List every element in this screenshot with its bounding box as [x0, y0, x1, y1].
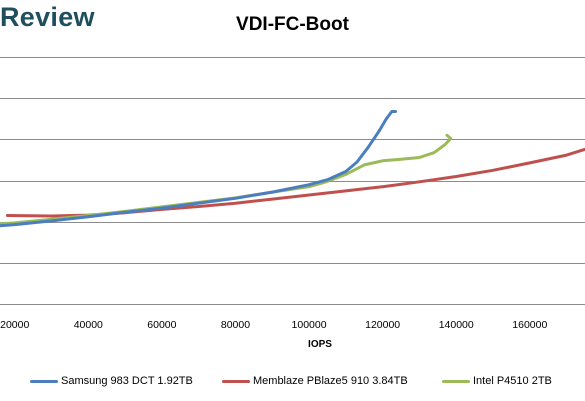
legend-swatch-memblaze	[222, 379, 250, 383]
series-line-memblaze	[5, 147, 585, 218]
x-tick-labels: 20000 40000 60000 80000 100000 120000 140000 16…	[0, 319, 547, 331]
legend-label-samsung: Samsung 983 DCT 1.92TB	[61, 375, 193, 387]
x-tick-label: 20000	[0, 319, 29, 331]
x-tick-label: 60000	[147, 319, 176, 331]
x-tick-label: 120000	[365, 319, 400, 331]
legend-swatch-samsung	[30, 379, 58, 383]
legend-item-samsung: Samsung 983 DCT 1.92TB	[30, 372, 193, 390]
legend-label-memblaze: Memblaze PBlaze5 910 3.84TB	[253, 375, 408, 387]
legend-item-intel: Intel P4510 2TB	[442, 372, 552, 390]
chart-title: VDI-FC-Boot	[236, 14, 349, 35]
x-tick-label: 140000	[439, 319, 474, 331]
x-axis-label: IOPS	[308, 339, 332, 350]
legend-item-memblaze: Memblaze PBlaze5 910 3.84TB	[222, 372, 408, 390]
x-tick-label: 40000	[74, 319, 103, 331]
brand-logo-text: Review	[0, 2, 95, 32]
series-line-intel	[0, 133, 453, 226]
series-lines	[0, 110, 585, 228]
legend: Samsung 983 DCT 1.92TB Memblaze PBlaze5 …	[0, 372, 585, 390]
legend-label-intel: Intel P4510 2TB	[473, 375, 552, 387]
gridlines	[0, 57, 585, 264]
legend-swatch-intel	[442, 379, 470, 383]
x-tick-label: 80000	[221, 319, 250, 331]
series-line-samsung	[0, 110, 397, 228]
x-tick-label: 160000	[512, 319, 547, 331]
x-tick-label: 100000	[292, 319, 327, 331]
